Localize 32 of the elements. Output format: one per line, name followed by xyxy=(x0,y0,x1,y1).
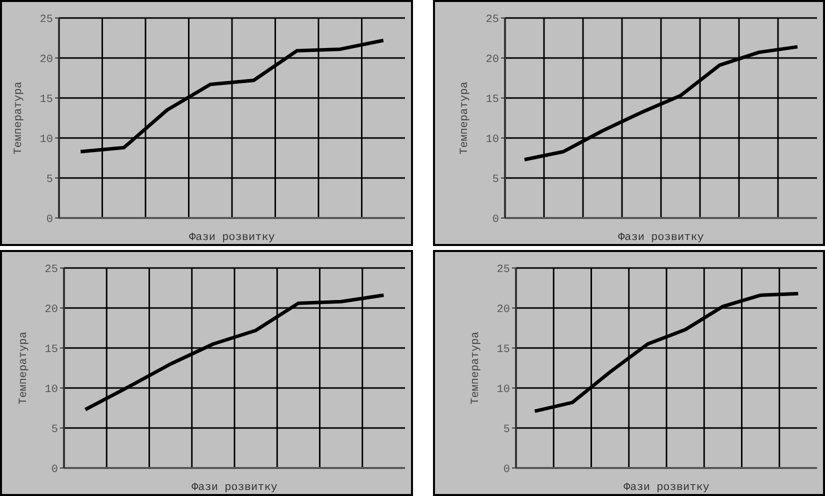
y-tick-label: 15 xyxy=(44,344,58,356)
y-tick-label: 5 xyxy=(51,424,58,436)
x-axis-title: Фази розвитку xyxy=(189,232,276,244)
x-axis-title: Фази розвитку xyxy=(624,482,710,494)
y-tick-label: 25 xyxy=(496,264,510,276)
y-tick-label: 0 xyxy=(51,464,58,476)
y-tick-label: 10 xyxy=(486,134,499,146)
y-tick-label: 15 xyxy=(496,344,510,356)
y-tick-label: 20 xyxy=(496,304,510,316)
y-tick-label: 25 xyxy=(486,14,499,26)
y-tick-label: 0 xyxy=(503,464,510,476)
y-tick-label: 25 xyxy=(40,14,53,26)
y-tick-label: 10 xyxy=(44,384,58,396)
x-axis-title: Фази розвитку xyxy=(192,482,278,494)
y-tick-label: 15 xyxy=(40,94,53,106)
y-tick-label: 25 xyxy=(44,264,58,276)
y-axis-title: Температура xyxy=(12,81,25,154)
y-tick-label: 10 xyxy=(496,384,510,396)
y-tick-label: 10 xyxy=(40,134,53,146)
y-tick-label: 0 xyxy=(46,214,53,226)
y-tick-label: 20 xyxy=(44,304,58,316)
y-tick-label: 5 xyxy=(492,174,499,186)
y-tick-label: 15 xyxy=(486,94,499,106)
y-axis-title: Температура xyxy=(18,331,30,404)
y-tick-label: 5 xyxy=(503,424,510,436)
y-tick-label: 5 xyxy=(46,174,53,186)
y-tick-label: 20 xyxy=(486,54,499,66)
y-axis-title: Температура xyxy=(458,81,471,154)
y-tick-label: 0 xyxy=(492,214,499,226)
x-axis-title: Фази розвитку xyxy=(618,232,704,244)
y-tick-label: 20 xyxy=(40,54,53,66)
y-axis-title: Температура xyxy=(470,331,482,404)
